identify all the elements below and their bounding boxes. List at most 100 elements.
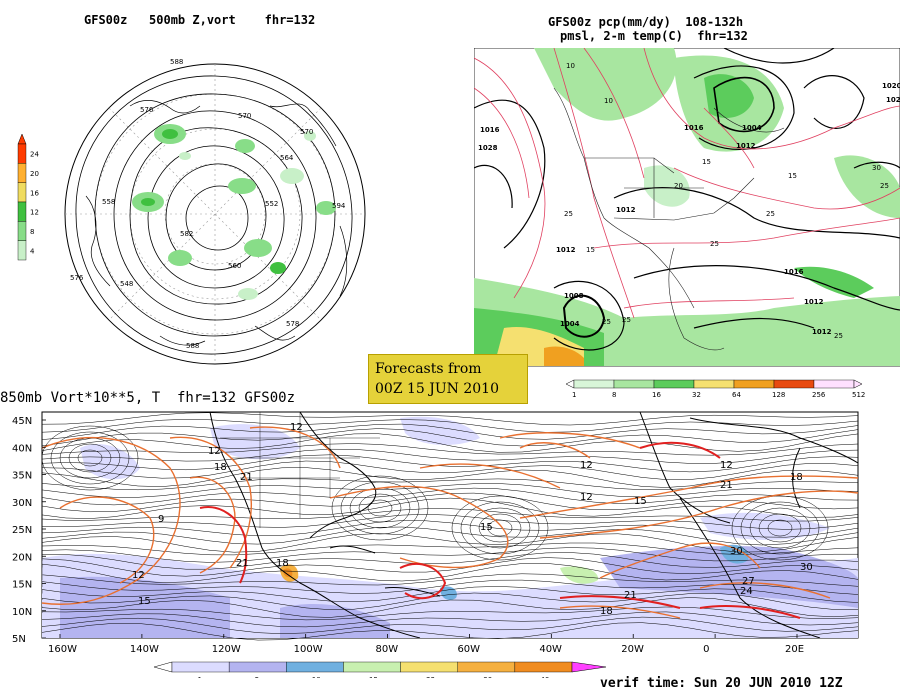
vort-temperature-label: 21: [624, 590, 637, 601]
forecast-banner-line1: Forecasts from: [375, 361, 482, 377]
precip-colorbar-swatch: [813, 379, 855, 389]
vort-colorbar-label: 5: [255, 676, 259, 678]
temperature-contours: [474, 48, 900, 319]
vort-colorbar-label: 22: [426, 676, 435, 678]
streamline-swirl: [50, 431, 130, 485]
vort-temperature-label: 27: [742, 576, 755, 587]
vort-temperature-label: 30: [730, 546, 743, 557]
vort-colorbar-swatch: [171, 661, 230, 673]
streamline-swirl: [758, 513, 802, 543]
lat-label: 20N: [12, 552, 32, 563]
vort-colorbar-label: 10: [312, 676, 321, 678]
streamline-swirl: [740, 501, 820, 555]
temperature-label: 10: [604, 97, 613, 105]
precip-colorbar-swatch: [613, 379, 655, 389]
temperature-label: 15: [586, 246, 595, 254]
vort-temperature-label: 12: [132, 570, 145, 581]
precip-colorbar-label: 512: [852, 391, 865, 398]
height-contour-label: 576: [140, 106, 154, 114]
vort-colorbar-swatch: [514, 661, 573, 673]
isobar-label: 1012: [556, 246, 576, 254]
streamline-swirl: [469, 507, 531, 549]
streamline: [41, 533, 859, 553]
streamlines: [41, 412, 859, 641]
height-contour-label: 570: [238, 112, 251, 120]
vort-temperature-label: 21: [240, 472, 253, 483]
precip-colorbar-label: 1: [572, 391, 576, 398]
temperature-label: 25: [880, 182, 889, 190]
isobar-label: 1012: [804, 298, 824, 306]
polar-colorbar-label: 16: [30, 189, 39, 197]
streamline-swirl: [460, 501, 540, 555]
isobar-label: 1008: [564, 292, 584, 300]
vort-temperature-label: 15: [138, 596, 151, 607]
lat-label: 10N: [12, 607, 32, 618]
height-contour-label: 560: [228, 262, 241, 270]
precip-coastlines: [553, 87, 785, 351]
vort-colorbar-swatch: [228, 661, 287, 673]
isobar-label: 1012: [812, 328, 832, 336]
streamline: [41, 573, 859, 587]
vort-colorbar-swatch: [400, 661, 458, 673]
vort-temperature-label: 21: [236, 558, 249, 569]
polar-colorbar: 24 20 16 12 8 4: [17, 133, 39, 261]
height-contour-label: 582: [180, 230, 193, 238]
vorticity-shading: [132, 124, 336, 300]
vort-colorbar-label: 40: [540, 676, 549, 678]
lon-label: 100W: [294, 644, 323, 655]
streamline-swirl: [767, 519, 793, 537]
vort-temperature-label: 12: [720, 460, 733, 471]
vort-colorbar: 151015223040: [153, 661, 607, 678]
temperature-label: 15: [788, 172, 797, 180]
precip-map-title-line2: pmsl, 2-m temp(C) fhr=132: [560, 29, 748, 43]
vort-colorbar-arrow-left: [153, 661, 173, 673]
streamline: [41, 611, 859, 628]
precip-colorbar-swatch: [773, 379, 815, 389]
vort-temperature-label: 12: [580, 492, 593, 503]
isobar-label: 1004: [560, 320, 580, 328]
height-contour-label: 588: [170, 58, 183, 66]
polar-colorbar-label: 20: [30, 170, 39, 178]
lat-label: 30N: [12, 498, 32, 509]
streamline-swirl: [358, 493, 402, 523]
precip-colorbar-swatch: [693, 379, 735, 389]
lon-label: 80W: [376, 644, 399, 655]
precip-colorbar-label: 256: [812, 391, 826, 398]
precip-map-panel: 1016 1028 1012 1008 1004 1012 1004 1012 1016 1012…: [474, 48, 900, 398]
streamline: [41, 542, 859, 556]
temperature-label: 15: [702, 158, 711, 166]
lon-label: 160W: [48, 644, 77, 655]
streamline-swirl: [41, 425, 139, 491]
temperature-label: 25: [710, 240, 719, 248]
height-contour-label: 576: [70, 274, 84, 282]
streamline: [41, 478, 859, 491]
vort-colorbar-swatch: [286, 661, 344, 673]
precip-colorbar-label: 8: [612, 391, 616, 398]
polar-map: 24 20 16 12 8 4: [17, 58, 366, 365]
vort-temperature-label: 18: [276, 558, 289, 569]
polar-colorbar-arrow: [17, 133, 27, 145]
polar-colorbar-swatch: [17, 182, 27, 203]
streamline: [41, 508, 859, 522]
streamline-swirl: [340, 481, 420, 535]
isobar-label: 1024: [886, 96, 900, 104]
vort-temperature-label: 12: [208, 446, 221, 457]
vort-colorbar-label: 1: [198, 676, 202, 678]
isobar-label: 1016: [480, 126, 500, 134]
polar-colorbar-swatch: [17, 143, 27, 164]
lon-label: 20E: [785, 644, 804, 655]
polar-colorbar-swatch: [17, 240, 27, 261]
vort-temperature-label: 12: [290, 422, 303, 433]
streamline: [41, 547, 858, 563]
streamline: [41, 428, 859, 447]
streamline: [41, 497, 859, 519]
vort-temperature-label: 21: [720, 480, 733, 491]
precip-colorbar-swatch: [653, 379, 695, 389]
streamline-swirl: [331, 475, 429, 541]
vort-shading: [42, 416, 858, 638]
vort-temperature-contours: [41, 426, 859, 619]
streamline: [41, 412, 859, 426]
temperature-label: 25: [602, 318, 611, 326]
state-borders: [220, 412, 380, 528]
isobar-label: 1016: [684, 124, 704, 132]
